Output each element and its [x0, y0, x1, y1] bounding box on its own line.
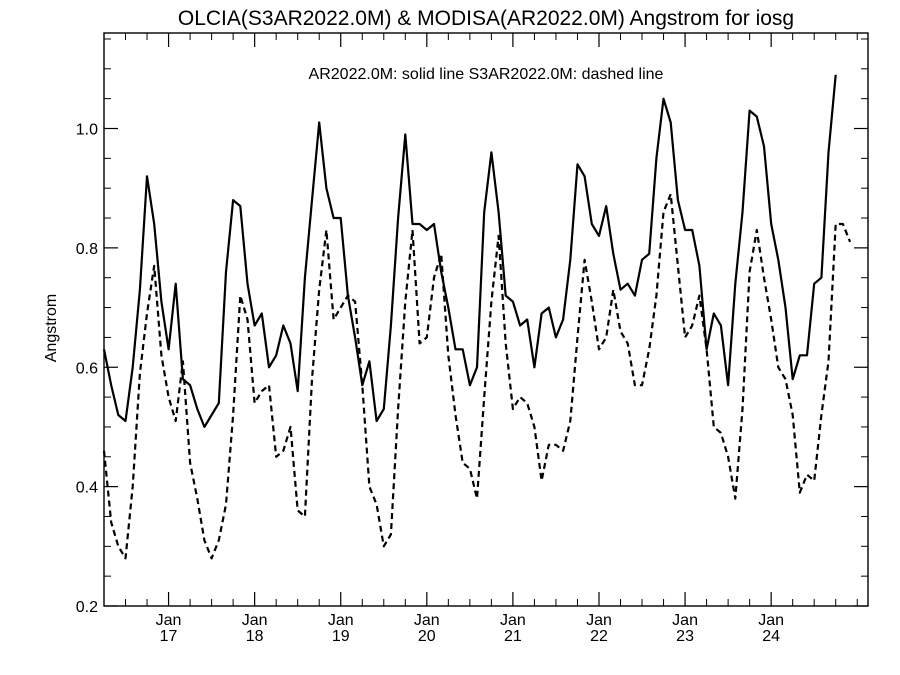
x-tick-label-year: 24	[762, 628, 780, 645]
y-tick-label: 0.8	[76, 241, 98, 258]
x-tick-label-month: Jan	[414, 612, 440, 629]
x-tick-label-month: Jan	[328, 612, 354, 629]
x-tick-label-year: 19	[332, 628, 350, 645]
x-tick-label-year: 21	[504, 628, 522, 645]
y-tick-label: 0.4	[76, 480, 98, 497]
x-tick-label-year: 20	[418, 628, 436, 645]
series-lines	[102, 74, 852, 560]
y-axis-ticks: 0.2 0.4 0.6 0.8 1.0	[76, 38, 868, 616]
x-tick-label-month: Jan	[156, 612, 182, 629]
plot-frame	[103, 32, 869, 607]
y-tick-label: 0.6	[76, 360, 98, 377]
series-line-solid	[102, 74, 837, 428]
x-tick-label-year: 18	[246, 628, 264, 645]
line-style-note: AR2022.0M: solid line S3AR2022.0M: dashe…	[309, 66, 664, 83]
x-tick-label-month: Jan	[758, 612, 784, 629]
chart-title: OLCIA(S3AR2022.0M) & MODISA(AR2022.0M) A…	[178, 7, 794, 30]
x-tick-label-year: 22	[590, 628, 608, 645]
y-tick-label: 1.0	[76, 122, 98, 139]
x-tick-label-month: Jan	[500, 612, 526, 629]
y-axis-label: Angstrom	[43, 294, 60, 362]
x-tick-label-month: Jan	[242, 612, 268, 629]
x-tick-label-month: Jan	[586, 612, 612, 629]
y-tick-label: 0.2	[76, 599, 98, 616]
series-line-dashed	[102, 193, 852, 560]
x-tick-label-year: 17	[160, 628, 178, 645]
x-tick-label-year: 23	[676, 628, 694, 645]
x-tick-label-month: Jan	[672, 612, 698, 629]
